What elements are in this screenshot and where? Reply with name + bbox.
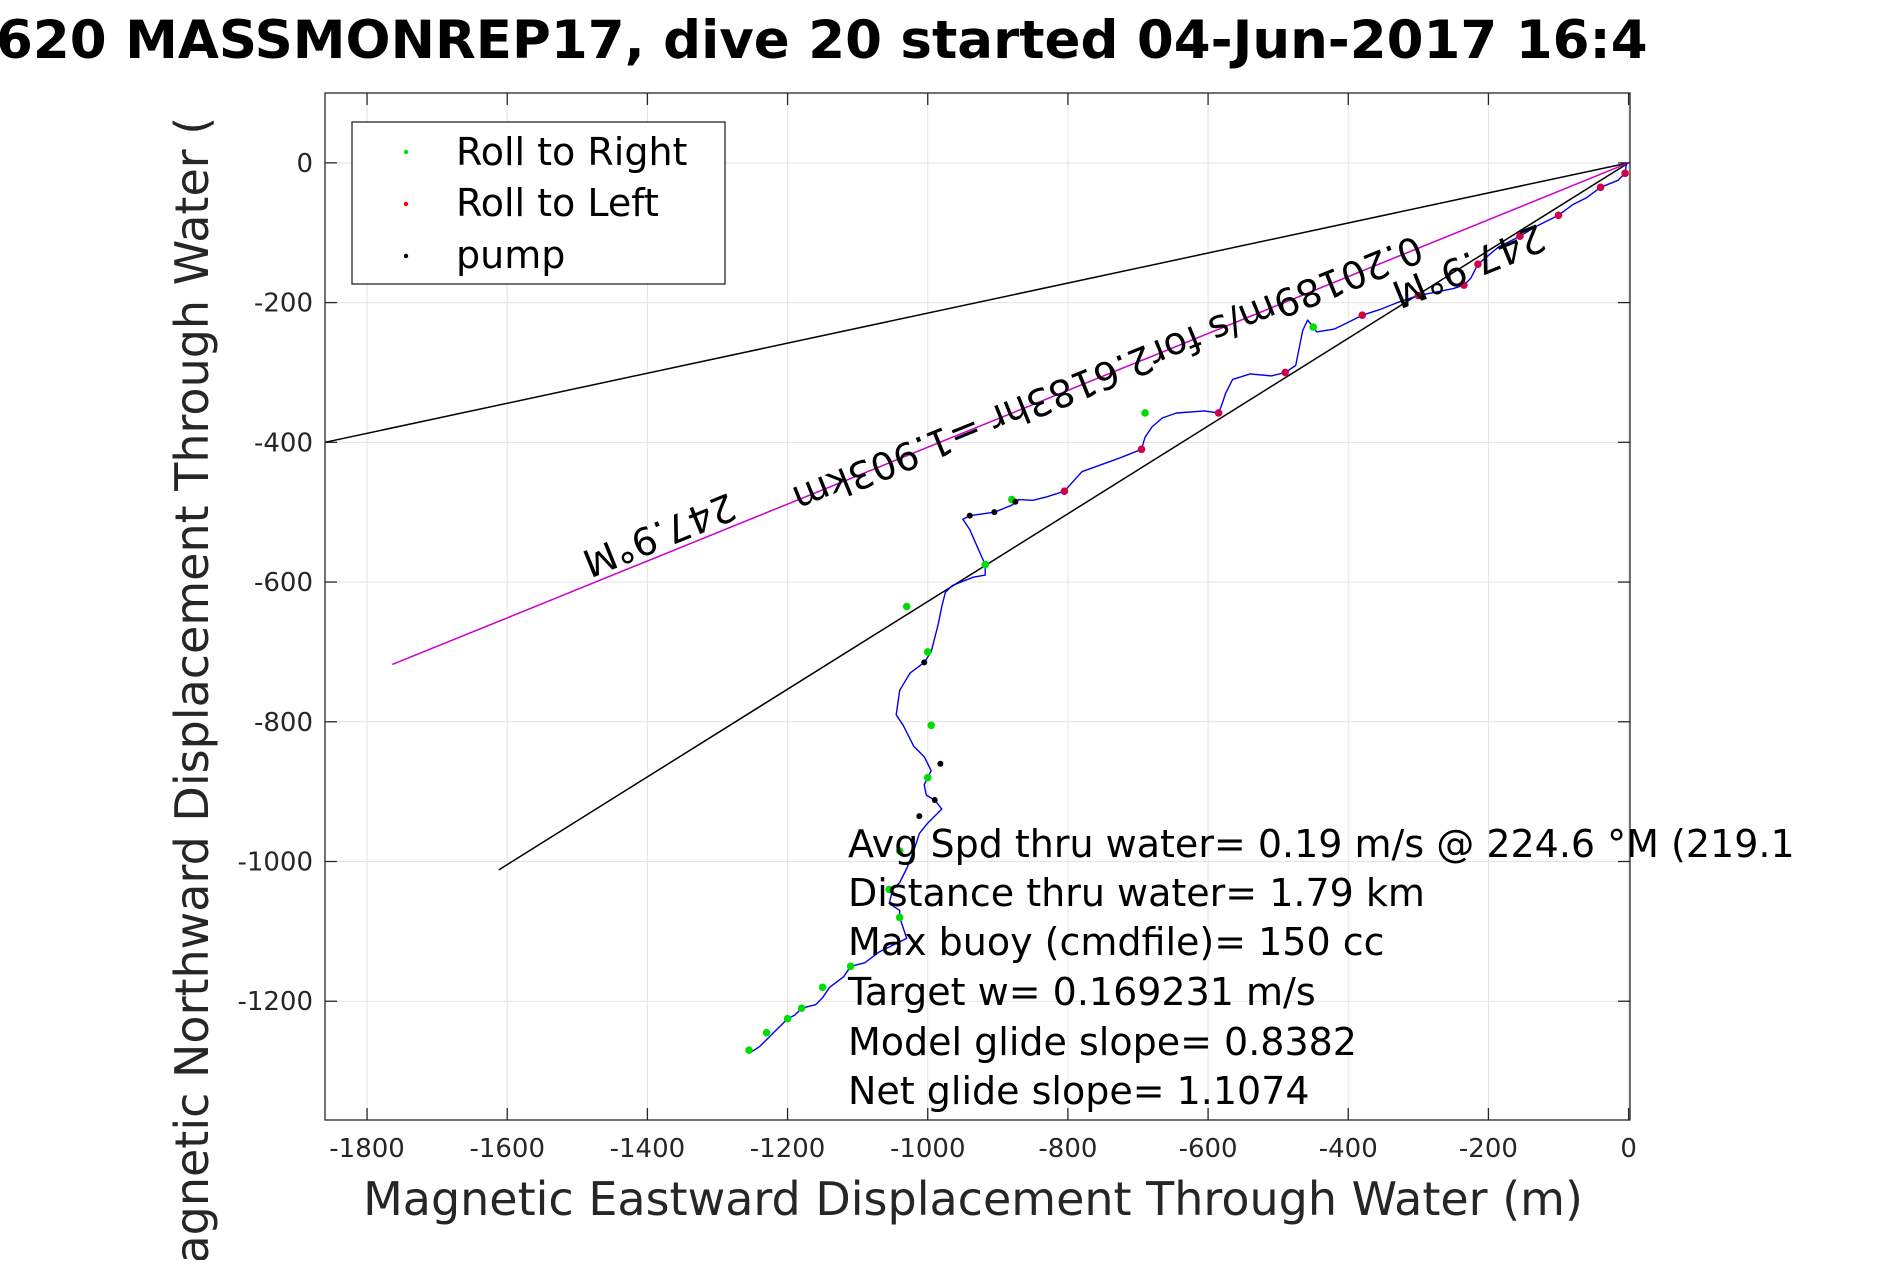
stat-avg-speed: Avg Spd thru water= 0.19 m/s @ 224.6 °M … [848, 822, 1795, 866]
roll-left-point [1621, 169, 1629, 178]
x-tick-label: -600 [1179, 1134, 1238, 1164]
y-tick-label: -400 [254, 428, 313, 458]
dive-statistics: Avg Spd thru water= 0.19 m/s @ 224.6 °M … [847, 822, 1795, 1113]
y-tick-label: -200 [254, 289, 313, 319]
roll-right-point [762, 1028, 771, 1037]
roll-left-point [1474, 260, 1482, 268]
roll-left-point [1060, 487, 1069, 496]
roll-left-point [1596, 183, 1605, 192]
x-tick-label: -1400 [610, 1134, 686, 1164]
roll-left-point [1516, 232, 1524, 241]
pump-point [1012, 498, 1019, 505]
roll-left-point [1137, 445, 1146, 454]
stat-target-w: Target w= 0.169231 m/s [847, 970, 1316, 1014]
roll-left-point [1460, 281, 1468, 289]
roll-right-point [745, 1046, 753, 1054]
legend-label-pump: pump [456, 233, 565, 277]
plot-data [324, 162, 1629, 1055]
x-tick-label: -200 [1459, 1134, 1518, 1164]
legend-marker-roll-left [403, 201, 409, 207]
y-tick-label: -600 [254, 568, 313, 598]
x-axis-label: Magnetic Eastward Displacement Through W… [363, 1172, 1583, 1226]
plot-annotation: 247.9°M [577, 484, 742, 585]
roll-left-point [1554, 211, 1563, 220]
legend-label-roll-left: Roll to Left [456, 181, 659, 225]
legend: Roll to Right Roll to Left pump [351, 121, 726, 285]
reference-line [498, 162, 1629, 871]
track-line [748, 162, 1628, 1055]
plot-annotation: 0.20189m/s for2.6183hr =1.903km [787, 227, 1429, 522]
reference-line [324, 162, 1629, 444]
roll-left-point [1414, 291, 1423, 300]
roll-left-point [1214, 409, 1223, 417]
roll-right-point [846, 962, 855, 971]
stat-model-glide-slope: Model glide slope= 0.8382 [848, 1020, 1357, 1064]
pump-point [916, 813, 923, 820]
y-axis-label: Magnetic Northward Displacement Through … [165, 117, 219, 1260]
roll-right-point [981, 560, 990, 569]
y-tick-label: -1000 [237, 848, 313, 878]
axis-ticks: -1800 -1600 -1400 -1200 -1000 -800 -600 -400 -20… [237, 93, 1637, 1164]
pump-point [931, 797, 938, 804]
roll-right-point [818, 983, 827, 992]
stat-net-glide-slope: Net glide slope= 1.1074 [848, 1069, 1310, 1113]
stat-distance: Distance thru water= 1.79 km [848, 871, 1425, 915]
roll-right-point [923, 773, 932, 782]
plot-frame [324, 92, 1631, 1121]
roll-right-point [927, 721, 936, 730]
x-tick-label: -1000 [890, 1134, 966, 1164]
roll-left-point [1358, 311, 1367, 319]
x-tick-label: -1200 [750, 1134, 826, 1164]
roll-right-point [895, 847, 904, 855]
roll-right-point [797, 1004, 806, 1013]
pump-point [966, 512, 973, 519]
roll-left-point [1281, 368, 1289, 377]
legend-box [351, 121, 726, 285]
pump-point [921, 659, 928, 666]
roll-right-point [923, 648, 932, 656]
roll-right-point [902, 602, 911, 611]
x-tick-label: -400 [1319, 1134, 1378, 1164]
legend-label-roll-right: Roll to Right [456, 130, 687, 174]
roll-right-point [783, 1014, 792, 1023]
roll-right-point [1141, 409, 1149, 417]
legend-marker-roll-right [403, 149, 409, 155]
reference-line [392, 162, 1629, 666]
y-tick-label: 0 [296, 149, 313, 179]
y-tick-label: -1200 [237, 987, 313, 1017]
x-tick-label: -1600 [469, 1134, 545, 1164]
x-tick-label: 0 [1620, 1134, 1637, 1164]
x-tick-label: -1800 [329, 1134, 405, 1164]
stat-max-buoy: Max buoy (cmdfile)= 150 cc [848, 920, 1385, 964]
roll-right-point [885, 885, 893, 894]
y-tick-label: -800 [254, 708, 313, 738]
pump-point [991, 509, 998, 516]
chart-title: 620 MASSMONREP17, dive 20 started 04-Jun… [0, 10, 1648, 71]
legend-marker-pump [403, 253, 409, 259]
x-tick-label: -800 [1038, 1134, 1097, 1164]
pump-point [937, 760, 944, 767]
roll-right-point [1309, 323, 1318, 331]
roll-right-point [895, 913, 904, 922]
